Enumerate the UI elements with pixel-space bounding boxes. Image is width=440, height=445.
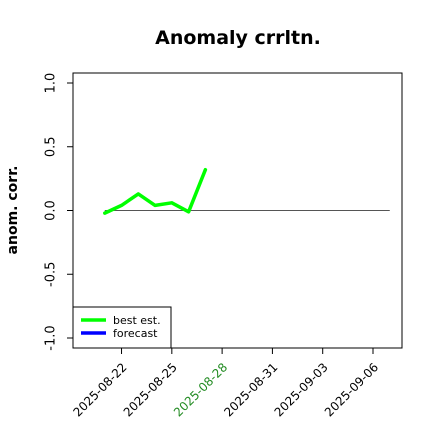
y-tick-label: 1.0 bbox=[44, 73, 59, 94]
chart-title: Anomaly crrltn. bbox=[155, 27, 321, 49]
y-tick-label: -0.5 bbox=[44, 262, 59, 287]
y-axis-label: anom. corr. bbox=[5, 166, 21, 255]
plot-area: -1.0-0.50.00.51.02025-08-222025-08-25202… bbox=[44, 73, 403, 420]
series-line-best-est- bbox=[105, 170, 206, 213]
legend-label: best est. bbox=[113, 314, 161, 327]
legend-label: forecast bbox=[113, 327, 158, 340]
y-tick-label: 0.5 bbox=[44, 136, 59, 157]
y-tick-label: -1.0 bbox=[44, 325, 59, 350]
x-tick-label: 2025-09-06 bbox=[322, 360, 381, 419]
y-tick-label: 0.0 bbox=[44, 200, 59, 221]
